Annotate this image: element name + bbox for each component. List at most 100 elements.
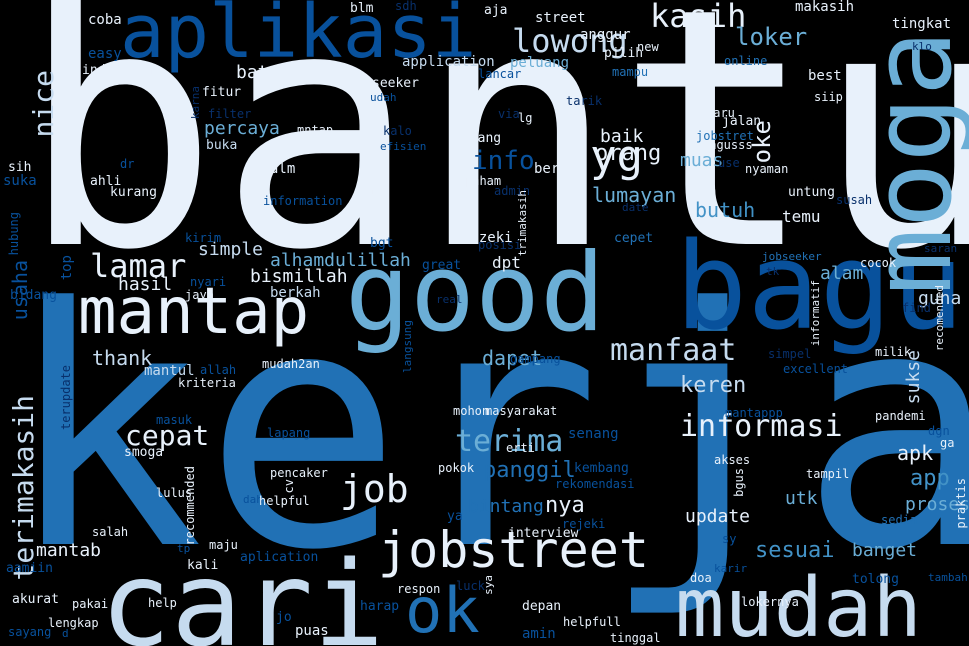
cloud-word: recomended xyxy=(933,285,946,352)
cloud-word: erti xyxy=(506,441,535,455)
cloud-word: tipu xyxy=(685,186,717,201)
cloud-word: posisi xyxy=(478,238,522,252)
cloud-word: lowong xyxy=(512,22,628,60)
cloud-word: top xyxy=(59,255,75,281)
cloud-word: coba xyxy=(88,12,122,28)
cloud-word: hubung xyxy=(7,212,21,256)
cloud-word: peluang xyxy=(510,55,570,71)
cloud-word: smoga xyxy=(124,445,164,460)
cloud-word: helpful xyxy=(259,494,310,508)
cloud-word: milik xyxy=(875,345,912,359)
cloud-word: mampu xyxy=(612,65,649,79)
cloud-word: use xyxy=(718,156,740,170)
cloud-word: puas xyxy=(295,623,329,639)
cloud-word: maju xyxy=(209,538,238,552)
cloud-word: trimakasih xyxy=(516,190,529,257)
cloud-word: luck xyxy=(456,579,485,593)
cloud-word: lapang xyxy=(267,426,311,440)
cloud-word: sesuai xyxy=(755,538,835,563)
cloud-word: nya xyxy=(545,493,585,518)
cloud-word: thank xyxy=(92,346,153,370)
cloud-word: pt xyxy=(370,180,386,195)
cloud-word: tarik xyxy=(566,94,603,108)
cloud-word: jobstreet xyxy=(378,521,649,579)
cloud-word: ahli xyxy=(90,174,122,189)
cloud-word: tolong xyxy=(852,572,899,587)
cloud-word: nice xyxy=(27,70,60,138)
cloud-word: baik xyxy=(600,126,644,147)
cloud-word: gampang xyxy=(510,352,561,366)
cloud-word: lengkap xyxy=(48,616,99,630)
cloud-word: new xyxy=(637,40,659,54)
cloud-word: terima xyxy=(455,424,564,459)
cloud-word: real xyxy=(436,293,463,306)
cloud-word: pilih xyxy=(604,46,644,61)
cloud-word: amin xyxy=(522,626,556,642)
cloud-word: dlm xyxy=(270,161,296,177)
cloud-word: best xyxy=(808,68,842,84)
cloud-word: excellent xyxy=(783,362,849,376)
cloud-word: jalan xyxy=(722,114,762,129)
cloud-word: jobstret xyxy=(696,129,754,143)
cloud-word: job xyxy=(340,467,409,511)
cloud-word: mantappp xyxy=(725,406,783,420)
cloud-word: dapet xyxy=(482,346,543,370)
cloud-word: recommended xyxy=(183,466,197,546)
cloud-word: apk xyxy=(897,441,934,465)
cloud-word: karir xyxy=(714,562,748,575)
cloud-word: harap xyxy=(360,599,400,614)
cloud-word: sih xyxy=(8,160,32,175)
cloud-word: sayang xyxy=(8,625,52,639)
cloud-word: information xyxy=(263,194,343,208)
cloud-word: hasil xyxy=(118,274,173,295)
cloud-word: jobseeker xyxy=(762,250,822,263)
cloud-word: online xyxy=(724,54,768,68)
cloud-word: guna xyxy=(918,288,962,309)
cloud-word: bagu xyxy=(675,218,964,357)
cloud-word: aplication xyxy=(240,550,319,565)
cloud-word: cepet xyxy=(614,231,654,246)
cloud-word: sedia xyxy=(881,513,918,527)
cloud-word: tingkat xyxy=(892,16,952,32)
cloud-word: cepat xyxy=(125,419,210,452)
cloud-word: saran xyxy=(924,242,958,255)
cloud-word: via xyxy=(498,107,520,121)
cloud-word: pokok xyxy=(438,461,475,475)
cloud-word: terupdate xyxy=(59,365,73,431)
cloud-word: alhamdulillah xyxy=(270,250,411,271)
cloud-word: muas xyxy=(680,150,724,171)
cloud-word: help xyxy=(148,596,177,610)
cloud-word: rekomendasi xyxy=(555,477,635,491)
cloud-word: butuh xyxy=(695,198,756,222)
cloud-word: tk xyxy=(766,265,780,278)
cloud-word: lulus xyxy=(156,486,193,500)
cloud-word: efisien xyxy=(380,140,427,153)
cloud-word: bidang xyxy=(10,288,57,303)
cloud-word: juang xyxy=(462,131,502,146)
cloud-word: masyarakat xyxy=(485,404,558,418)
cloud-word: easy xyxy=(88,46,122,62)
cloud-word: alam xyxy=(820,263,864,284)
cloud-word: find xyxy=(902,301,931,315)
cloud-word: lamar xyxy=(90,247,187,285)
cloud-word: akses xyxy=(714,453,751,467)
cloud-word: suka xyxy=(3,173,37,189)
cloud-word: manfaat xyxy=(610,333,737,368)
cloud-word: akurat xyxy=(12,592,59,607)
cloud-word: langsung xyxy=(401,320,414,373)
cloud-word: tinggal xyxy=(610,631,661,645)
cloud-word: baru xyxy=(706,106,735,120)
cloud-word: doa xyxy=(690,571,712,585)
cloud-word: ya xyxy=(447,509,463,524)
cloud-word: seeker xyxy=(372,76,419,91)
cloud-word: udah xyxy=(370,91,397,104)
cloud-word: depan xyxy=(522,599,562,614)
cloud-word: mohon xyxy=(453,404,490,418)
cloud-word: informasi xyxy=(680,409,843,444)
cloud-word: pencaker xyxy=(270,466,328,480)
cloud-word: rejeki xyxy=(562,517,606,531)
cloud-word: lancar xyxy=(478,67,522,81)
cloud-word: mudah xyxy=(675,561,922,646)
cloud-word: mudah2an xyxy=(262,357,320,371)
cloud-word: lumayan xyxy=(592,183,677,207)
